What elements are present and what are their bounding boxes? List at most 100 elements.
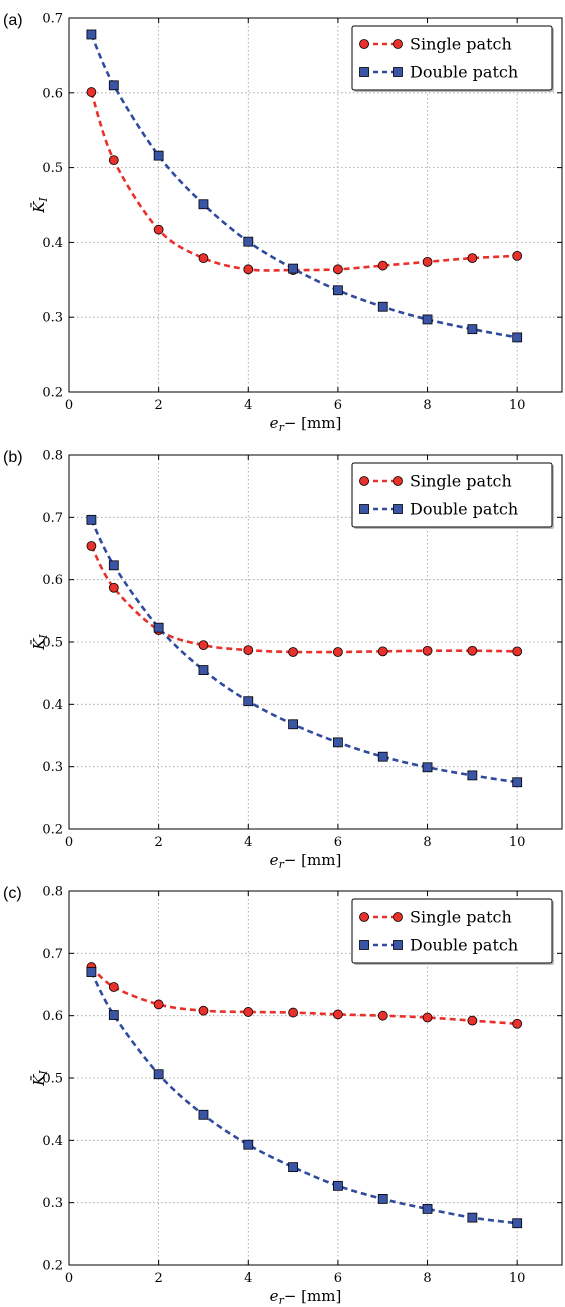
data-point-single-patch: [377, 1010, 388, 1021]
legend: Single patch Double patch: [351, 898, 554, 965]
y-tick-label: 0.6: [42, 1009, 63, 1024]
data-point-single-patch: [153, 224, 164, 235]
chart-panel-2: 0 2 4 6 8 10 0.2 0.3 0.4 0.5 0.6 0.7 0.8 (b) er− [mm] K…: [3, 449, 563, 871]
data-point-single-patch: [153, 999, 164, 1010]
x-tick-label: 2: [154, 1271, 162, 1286]
data-point-single-patch: [422, 256, 433, 267]
x-tick-label: 10: [509, 398, 526, 413]
data-point-single-patch: [108, 155, 119, 166]
data-point-double-patch: [243, 1139, 254, 1150]
data-point-single-patch: [377, 260, 388, 271]
legend-marker-circle: [359, 476, 369, 486]
plot-frame: [68, 17, 563, 393]
legend-marker-square: [359, 67, 369, 77]
data-point-single-patch: [467, 253, 478, 264]
data-point-single-patch: [333, 1009, 343, 1020]
data-point-single-patch: [467, 1015, 478, 1026]
data-point-double-patch: [288, 719, 298, 730]
legend-label-double-patch: Double patch: [410, 500, 518, 519]
x-tick-label: 0: [65, 1271, 73, 1286]
legend-marker-square: [393, 940, 403, 950]
legend-marker-circle: [393, 476, 403, 486]
data-point-double-patch: [198, 665, 209, 675]
data-point-single-patch: [108, 582, 119, 593]
x-tick-label: 8: [423, 398, 431, 413]
x-axis-label: er− [mm]: [270, 1287, 342, 1307]
data-point-single-patch: [333, 647, 343, 657]
y-tick-label: 0.3: [42, 311, 63, 326]
x-tick-label: 4: [244, 398, 252, 413]
y-tick-label: 0.4: [42, 1134, 63, 1149]
data-point-double-patch: [377, 751, 388, 762]
data-point-double-patch: [198, 199, 209, 210]
data-point-single-patch: [198, 253, 209, 264]
chart-panel-3: 0 2 4 6 8 10 0.2 0.3 0.4 0.5 0.6 0.7 0.8 (c) er− [mm] K…: [3, 885, 563, 1307]
y-tick-label: 0.2: [42, 1259, 63, 1274]
data-point-double-patch: [108, 560, 119, 571]
legend-marker-square: [359, 504, 369, 514]
series-line-single-patch: [90, 91, 518, 272]
data-point-double-patch: [86, 29, 97, 40]
data-point-double-patch: [108, 1010, 119, 1020]
legend-marker-circle: [393, 912, 403, 922]
x-tick-label: 4: [244, 1271, 252, 1286]
data-point-double-patch: [512, 1218, 523, 1229]
y-axis-label: K̄I: [30, 1070, 50, 1087]
y-tick-label: 0.6: [42, 573, 63, 588]
plot-frame: [68, 890, 563, 1266]
data-point-single-patch: [108, 982, 119, 992]
data-point-single-patch: [86, 87, 97, 97]
data-point-double-patch: [86, 967, 97, 977]
plot-frame: [68, 454, 563, 830]
x-tick-label: 8: [423, 1271, 431, 1286]
data-point-double-patch: [153, 622, 164, 633]
data-point-double-patch: [288, 263, 298, 274]
data-point-double-patch: [422, 762, 433, 773]
x-tick-label: 8: [423, 835, 431, 850]
y-tick-label: 0.3: [42, 1196, 63, 1211]
data-point-double-patch: [512, 777, 523, 788]
panel-label: (c): [3, 885, 22, 902]
data-point-double-patch: [198, 1109, 209, 1120]
y-tick-label: 0.2: [42, 823, 63, 838]
x-tick-label: 6: [334, 1271, 342, 1286]
data-point-double-patch: [333, 1180, 343, 1191]
legend-label-double-patch: Double patch: [410, 936, 518, 955]
y-tick-label: 0.5: [42, 1072, 63, 1087]
y-tick-label: 0.7: [42, 12, 63, 27]
data-point-double-patch: [422, 1204, 433, 1214]
data-point-double-patch: [288, 1162, 298, 1173]
x-axis-label: er− [mm]: [270, 414, 342, 434]
legend-marker-square: [359, 940, 369, 950]
data-point-double-patch: [153, 150, 164, 161]
legend-label-single-patch: Single patch: [410, 908, 512, 927]
y-tick-label: 0.7: [42, 947, 63, 962]
legend-marker-circle: [359, 912, 369, 922]
legend: Single patch Double patch: [351, 25, 554, 92]
y-axis-label: K̄I: [30, 197, 50, 214]
data-point-double-patch: [377, 1194, 388, 1204]
y-tick-label: 0.8: [42, 885, 63, 900]
y-axis-label: K̄I: [30, 634, 50, 651]
y-tick-label: 0.3: [42, 760, 63, 775]
data-point-single-patch: [512, 250, 523, 261]
legend-marker-square: [393, 67, 403, 77]
y-tick-label: 0.5: [42, 161, 63, 176]
data-point-double-patch: [467, 324, 478, 335]
data-point-double-patch: [422, 314, 433, 325]
legend-marker-circle: [359, 39, 369, 49]
data-point-double-patch: [512, 332, 523, 343]
legend-marker-circle: [393, 39, 403, 49]
data-point-single-patch: [243, 264, 254, 275]
data-point-single-patch: [198, 640, 209, 651]
x-tick-label: 0: [65, 398, 73, 413]
panel-label: (a): [3, 12, 23, 29]
x-tick-label: 6: [334, 835, 342, 850]
x-tick-label: 10: [509, 1271, 526, 1286]
y-tick-label: 0.4: [42, 698, 63, 713]
data-point-single-patch: [512, 1018, 523, 1029]
data-point-double-patch: [467, 770, 478, 781]
y-tick-label: 0.7: [42, 511, 63, 526]
y-tick-label: 0.8: [42, 449, 63, 464]
